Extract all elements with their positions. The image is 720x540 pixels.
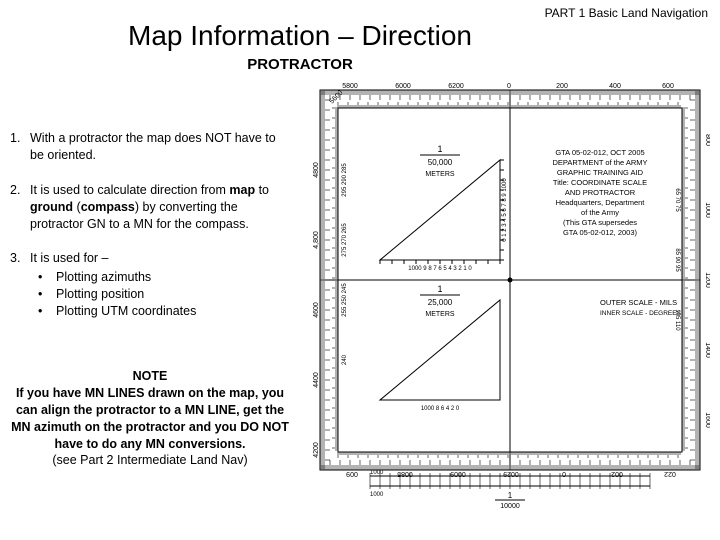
note-tail: (see Part 2 Intermediate Land Nav)	[10, 452, 290, 469]
bullet-b: •Plotting position	[38, 286, 290, 303]
note-title: NOTE	[10, 368, 290, 385]
list-body-2: It is used to calculate direction from m…	[30, 182, 290, 233]
tri-top-unit: METERS	[425, 171, 455, 178]
header-part: PART 1 Basic Land Navigation	[545, 6, 708, 20]
note-block: NOTE If you have MN LINES drawn on the m…	[10, 368, 290, 469]
svg-text:6000: 6000	[395, 83, 411, 90]
svg-text:4600: 4600	[313, 302, 320, 318]
svg-text:002: 002	[611, 470, 623, 477]
bscale-num: 1	[508, 491, 513, 500]
bullet-a: •Plotting azimuths	[38, 269, 290, 286]
svg-text:AND PROTRACTOR: AND PROTRACTOR	[565, 188, 636, 197]
svg-text:0: 0	[562, 470, 566, 477]
protractor-diagram: 5800 6000 6200 0 200 400 600 022 002 0 0029 0009 00…	[310, 80, 710, 510]
svg-text:200: 200	[556, 83, 568, 90]
bscale-top: 1000	[370, 470, 384, 476]
bullet-c-text: Plotting UTM coordinates	[56, 303, 196, 320]
inner-scale-label: INNER SCALE - DEGREES	[600, 310, 682, 317]
svg-text:1000: 1000	[704, 202, 710, 218]
svg-text:4400: 4400	[313, 372, 320, 388]
bullet-c: •Plotting UTM coordinates	[38, 303, 290, 320]
protractor-svg: 5800 6000 6200 0 200 400 600 022 002 0 0029 0009 00…	[310, 80, 710, 510]
li2-prefix: It is used to calculate direction from	[30, 183, 229, 197]
svg-text:105 110: 105 110	[674, 309, 680, 331]
svg-text:009: 009	[346, 470, 358, 477]
svg-text:0009: 0009	[450, 470, 466, 477]
li2-b1: map	[229, 183, 255, 197]
page-title: Map Information – Direction	[0, 20, 720, 52]
tri-bot-unit: METERS	[425, 311, 455, 318]
instruction-list: 1. With a protractor the map does NOT ha…	[10, 130, 290, 338]
tri-top-denom: 50,000	[428, 158, 453, 167]
svg-text:1400: 1400	[704, 342, 710, 358]
bullet-b-text: Plotting position	[56, 286, 144, 303]
svg-text:600: 600	[662, 83, 674, 90]
bscale-denom: 10000	[500, 503, 520, 510]
svg-text:295 290 285: 295 290 285	[342, 163, 348, 197]
svg-text:GTA 05-02-012, OCT 2005: GTA 05-02-012, OCT 2005	[555, 148, 644, 157]
svg-text:65 70 75: 65 70 75	[674, 188, 680, 212]
bscale-bot: 1000	[370, 492, 384, 498]
svg-text:1200: 1200	[704, 272, 710, 288]
li2-b2: ground	[30, 200, 73, 214]
svg-text:1600: 1600	[704, 412, 710, 428]
svg-text:400: 400	[609, 83, 621, 90]
li2-b3: compass	[81, 200, 135, 214]
li2-mid1: to	[255, 183, 269, 197]
list-num-1: 1.	[10, 130, 30, 164]
list-item-2: 2. It is used to calculate direction fro…	[10, 182, 290, 233]
svg-text:DEPARTMENT of the ARMY: DEPARTMENT of the ARMY	[552, 158, 647, 167]
svg-text:0085: 0085	[397, 470, 413, 477]
tri-top-base: 1000 9 8 7 6 5 4 3 2 1 0	[408, 266, 472, 272]
svg-text:Title: COORDINATE SCALE: Title: COORDINATE SCALE	[553, 178, 647, 187]
li3-lead: It is used for –	[30, 250, 290, 267]
svg-text:Headquarters, Department: Headquarters, Department	[556, 198, 646, 207]
svg-text:GTA 05-02-012, 2003): GTA 05-02-012, 2003)	[563, 228, 638, 237]
svg-text:6200: 6200	[448, 83, 464, 90]
tri-bot-denom: 25,000	[428, 298, 453, 307]
svg-text:255 250 245: 255 250 245	[342, 283, 348, 317]
svg-text:022: 022	[664, 470, 676, 477]
tri-top-scale: 1	[437, 144, 442, 154]
outer-scale-label: OUTER SCALE - MILS	[600, 298, 677, 307]
tri-bot-scale: 1	[437, 284, 442, 294]
svg-text:4,800: 4,800	[313, 231, 320, 249]
svg-text:0: 0	[507, 83, 511, 90]
svg-text:0029: 0029	[503, 470, 519, 477]
note-body: If you have MN LINES drawn on the map, y…	[10, 385, 290, 453]
list-body-3: It is used for – •Plotting azimuths •Plo…	[30, 250, 290, 320]
li2-mid2: (	[73, 200, 81, 214]
list-item-3: 3. It is used for – •Plotting azimuths •…	[10, 250, 290, 320]
list-item-1: 1. With a protractor the map does NOT ha…	[10, 130, 290, 164]
tri-top-side: 0 1 2 3 4 5 6 7 8 9 1000	[502, 178, 508, 242]
svg-text:5800: 5800	[342, 83, 358, 90]
svg-text:85 90 95: 85 90 95	[674, 248, 680, 272]
list-body-1: With a protractor the map does NOT have …	[30, 130, 290, 164]
tri-bot-base: 1000 8 6 4 2 0	[421, 406, 460, 412]
svg-text:of the Army: of the Army	[581, 208, 619, 217]
svg-text:275 270 265: 275 270 265	[342, 223, 348, 257]
svg-text:GRAPHIC TRAINING AID: GRAPHIC TRAINING AID	[557, 168, 644, 177]
bullet-a-text: Plotting azimuths	[56, 269, 151, 286]
list-num-2: 2.	[10, 182, 30, 233]
svg-text:4800: 4800	[313, 162, 320, 178]
svg-text:(This GTA supersedes: (This GTA supersedes	[563, 218, 637, 227]
svg-text:4200: 4200	[313, 442, 320, 458]
page-subtitle: PROTRACTOR	[0, 56, 720, 73]
svg-text:240: 240	[342, 354, 348, 365]
svg-text:800: 800	[704, 134, 710, 146]
list-num-3: 3.	[10, 250, 30, 320]
